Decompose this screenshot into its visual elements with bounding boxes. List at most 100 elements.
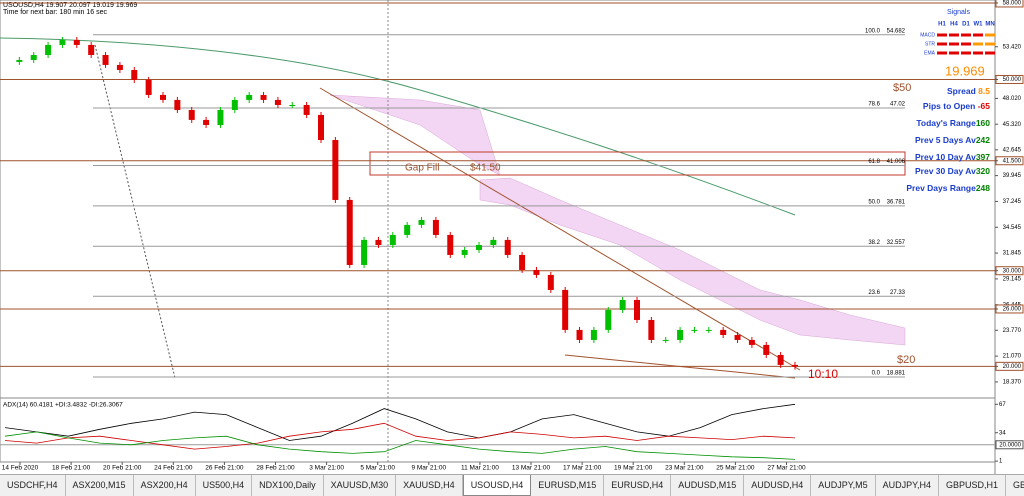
candle xyxy=(677,329,684,340)
signal-name: EMA xyxy=(924,50,936,56)
tab[interactable]: AUDJPY,H4 xyxy=(876,475,939,496)
signal-cell xyxy=(961,51,971,55)
candle xyxy=(634,299,640,320)
y-tick-label: 41.500 xyxy=(1003,158,1022,164)
info-row: Today's Range160 xyxy=(916,118,990,128)
signal-name: MACD xyxy=(920,32,935,38)
timeframe: D1 xyxy=(962,22,970,28)
info-label: Today's Range xyxy=(916,118,976,128)
candle xyxy=(404,224,411,235)
candle xyxy=(116,64,123,70)
candle xyxy=(188,109,195,120)
signal-cell xyxy=(949,51,959,55)
info-value: 160 xyxy=(976,118,990,128)
fib-ratio: 100.0 xyxy=(865,28,881,34)
signal-cell xyxy=(937,51,947,55)
y-tick-label: 1 xyxy=(999,459,1003,465)
candle xyxy=(418,219,425,225)
candle xyxy=(720,329,727,335)
tab[interactable]: ASX200,H4 xyxy=(134,475,196,496)
candle xyxy=(346,199,353,265)
y-tick-label: 34.545 xyxy=(1003,225,1022,231)
date-label: 28 Feb 21:00 xyxy=(256,465,295,472)
candle xyxy=(231,99,238,110)
date-label: 17 Mar 21:00 xyxy=(563,465,602,472)
info-row: Spread 8.5 xyxy=(947,86,990,96)
adx-label: ADX(14) 60.4181 +DI:3.4832 -DI:26.3067 xyxy=(3,402,123,409)
tab[interactable]: AUDUSD,H4 xyxy=(744,475,812,496)
tab[interactable]: EURUSD,H4 xyxy=(604,475,672,496)
candle xyxy=(318,114,324,140)
y-tick-label: 42.645 xyxy=(1003,147,1022,153)
candle xyxy=(303,104,310,115)
annotation: $20 xyxy=(897,354,915,366)
tab[interactable]: US500,H4 xyxy=(196,475,253,496)
tab[interactable]: USOUSD,H4 xyxy=(462,475,532,496)
candle xyxy=(361,239,368,265)
candle xyxy=(748,339,755,345)
candle xyxy=(777,354,784,365)
info-value: -65 xyxy=(978,101,991,111)
fib-price: 54.682 xyxy=(887,28,906,34)
plot-frame xyxy=(0,0,996,463)
tab[interactable]: GBPUSD,H1 xyxy=(939,475,1006,496)
fib-ratio: 50.0 xyxy=(868,199,880,205)
y-tick-label: 21.070 xyxy=(1003,354,1022,360)
candle xyxy=(447,234,454,255)
signal-name: STR xyxy=(925,41,935,47)
tab[interactable]: AUDUSD,M15 xyxy=(671,475,745,496)
y-tick-label: 29.145 xyxy=(1003,276,1022,282)
y-tick-label: 18.370 xyxy=(1003,380,1022,386)
signal-cell xyxy=(985,42,995,46)
y-tick-label: 50.000 xyxy=(1003,77,1022,83)
annotation: Gap Fill xyxy=(405,163,439,174)
candle xyxy=(662,339,669,341)
candle xyxy=(490,239,497,245)
date-label: 9 Mar 21:00 xyxy=(411,465,446,472)
tab[interactable]: AUDJPY,M5 xyxy=(811,475,876,496)
symbol-line: USOUSD,H4 19.907 20.097 19.019 19.969 xyxy=(3,2,137,9)
date-label: 26 Feb 21:00 xyxy=(205,465,244,472)
chart-window: USOUSD,H4 19.907 20.097 19.019 19.969 Ti… xyxy=(0,0,1024,474)
candle xyxy=(375,239,382,245)
tab[interactable]: EURUSD,M15 xyxy=(531,475,605,496)
fib-price: 41.006 xyxy=(887,159,906,165)
tab[interactable]: ASX200,M15 xyxy=(66,475,134,496)
info-label: Prev 10 Day Av xyxy=(915,152,976,162)
candle xyxy=(519,254,526,270)
y-tick-label: 67 xyxy=(999,402,1006,408)
tab[interactable]: GBPUSD,H4 xyxy=(1006,475,1024,496)
y-tick-label: 45.320 xyxy=(1003,122,1022,128)
candle xyxy=(289,104,296,106)
info-value: 8.5 xyxy=(978,86,990,96)
trend-line xyxy=(94,44,176,379)
info-value: 397 xyxy=(976,152,990,162)
trend-line xyxy=(319,87,801,371)
candle xyxy=(562,289,569,330)
candle xyxy=(274,99,281,105)
date-label: 11 Mar 21:00 xyxy=(461,465,499,472)
signal-cell xyxy=(961,42,971,46)
y-tick-label: 31.845 xyxy=(1003,251,1022,257)
signal-cell xyxy=(973,51,983,55)
y-tick-label: 37.245 xyxy=(1003,199,1022,205)
fib-price: 47.02 xyxy=(890,102,906,108)
tab[interactable]: XAUUSD,H4 xyxy=(396,475,463,496)
info-value: 242 xyxy=(976,135,990,145)
signals-title: Signals xyxy=(947,9,970,16)
date-label: 18 Feb 21:00 xyxy=(52,465,91,472)
candle xyxy=(145,79,152,95)
y-tick-label: 23.770 xyxy=(1003,328,1022,334)
date-label: 25 Mar 21:00 xyxy=(716,465,755,472)
bar-timer: Time for next bar: 180 min 16 sec xyxy=(3,9,108,16)
tab[interactable]: NDX100,Daily xyxy=(252,475,324,496)
tab[interactable]: USDCHF,H4 xyxy=(0,475,66,496)
candle xyxy=(102,54,109,65)
candle xyxy=(476,244,482,250)
price-box xyxy=(995,440,1024,450)
candle xyxy=(533,269,540,275)
info-row: Prev 5 Days Av242 xyxy=(915,135,990,145)
tab[interactable]: XAUUSD,M30 xyxy=(324,475,397,496)
timeframe: H1 xyxy=(938,22,946,28)
indicator-line xyxy=(4,403,796,441)
